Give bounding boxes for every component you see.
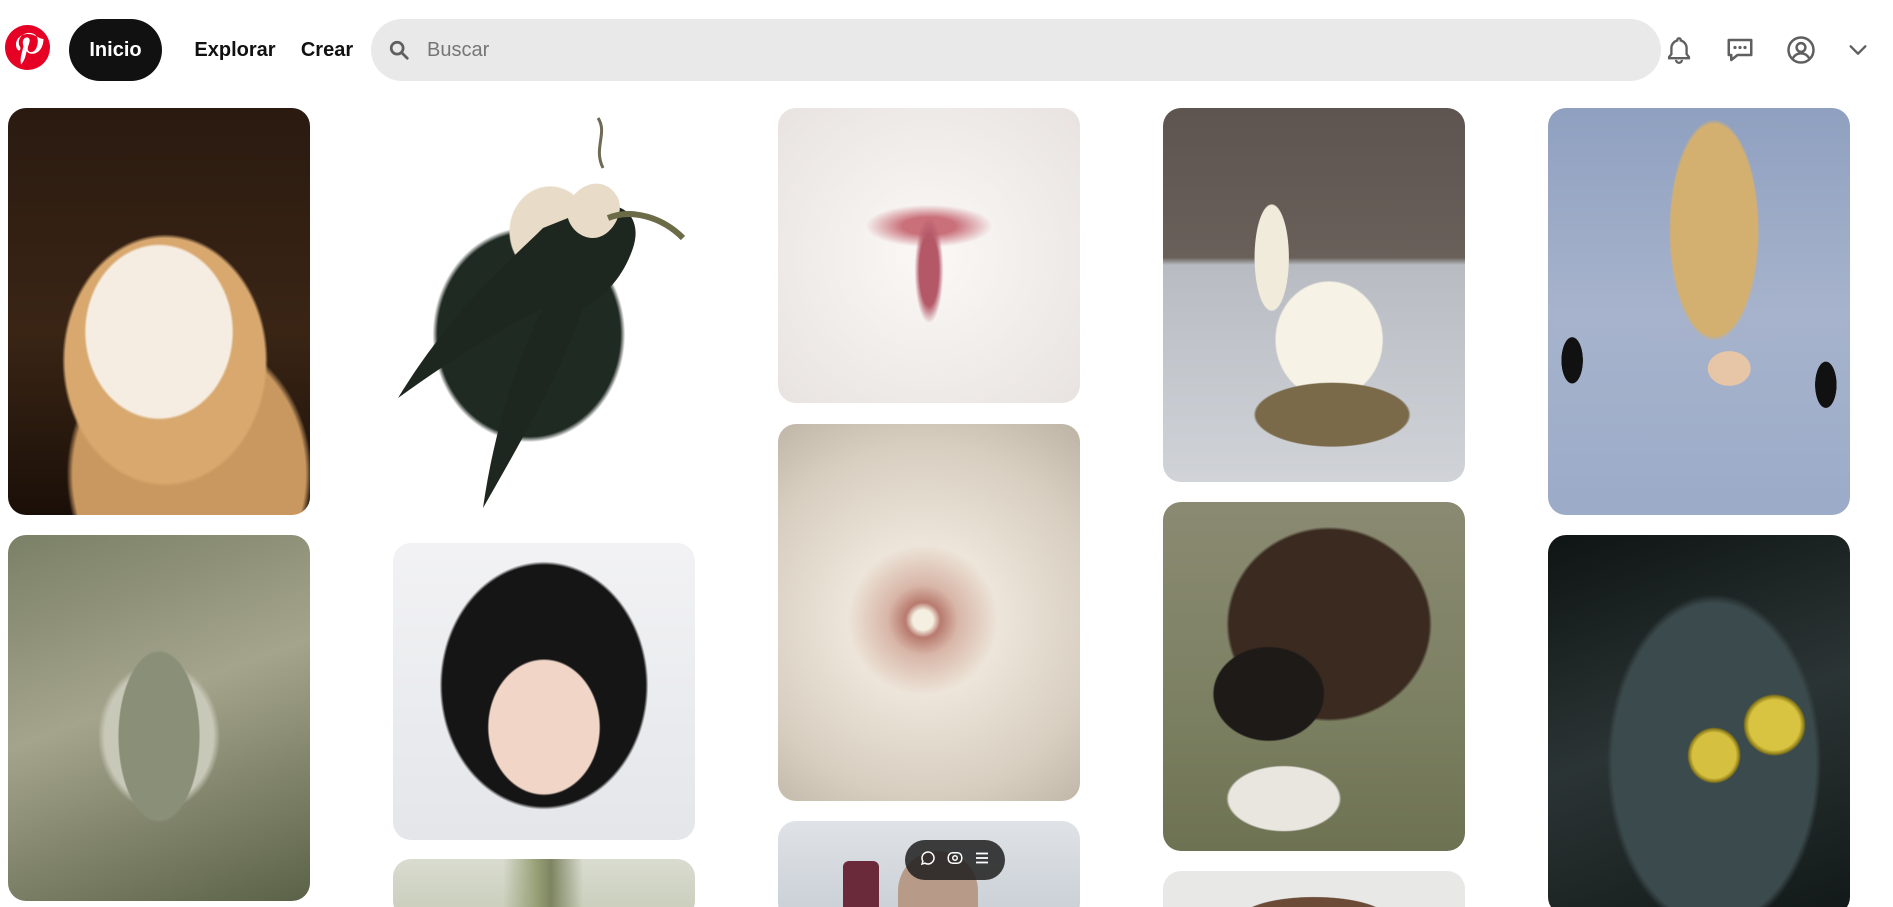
- pin-olives-in-martini[interactable]: [1548, 535, 1850, 907]
- pin-man-with-bison[interactable]: [1163, 502, 1465, 851]
- visual-search-button[interactable]: [946, 849, 964, 872]
- messages-button[interactable]: [1716, 26, 1764, 74]
- pin-pear-branch[interactable]: [393, 859, 695, 907]
- swallow-illustration-art: [398, 117, 686, 509]
- comment-icon: [921, 850, 936, 865]
- pin-swallow-illustration[interactable]: [393, 108, 695, 520]
- pin-hover-actions: [905, 840, 1005, 880]
- top-navigation-bar: Inicio Explorar Crear: [0, 0, 1893, 100]
- visual-search-icon: [947, 851, 963, 864]
- nav-create-button[interactable]: Crear: [300, 39, 354, 61]
- chevron-down-icon: [1849, 45, 1867, 55]
- search-input[interactable]: [427, 19, 1627, 81]
- pin-rabbit-nose[interactable]: [778, 108, 1080, 403]
- menu-button[interactable]: [973, 849, 991, 872]
- chat-icon: [1727, 38, 1753, 62]
- pin-girl-with-gem-makeup[interactable]: [393, 543, 695, 840]
- nav-home-button[interactable]: Inicio: [69, 19, 162, 81]
- pin-white-flower[interactable]: [778, 424, 1080, 801]
- pin-cream-swan-dessert[interactable]: [1163, 108, 1465, 482]
- pinterest-p-icon: [16, 32, 44, 65]
- nav-explore-button[interactable]: Explorar: [194, 39, 276, 61]
- pin-ram-horns[interactable]: [1163, 871, 1465, 907]
- profile-icon: [1787, 36, 1815, 64]
- comment-button[interactable]: [919, 849, 937, 872]
- pin-woman-with-black-cats[interactable]: [1548, 108, 1850, 515]
- pin-barn-owl[interactable]: [8, 108, 310, 515]
- profile-button[interactable]: [1777, 26, 1825, 74]
- bell-icon: [1667, 37, 1691, 64]
- notifications-button[interactable]: [1655, 26, 1703, 74]
- pin-buddha-sculpture[interactable]: [8, 535, 310, 901]
- menu-icon: [975, 852, 988, 863]
- search-icon: [389, 40, 409, 60]
- pinterest-logo[interactable]: [5, 25, 50, 70]
- search-bar[interactable]: [371, 19, 1661, 81]
- account-menu-button[interactable]: [1838, 26, 1878, 74]
